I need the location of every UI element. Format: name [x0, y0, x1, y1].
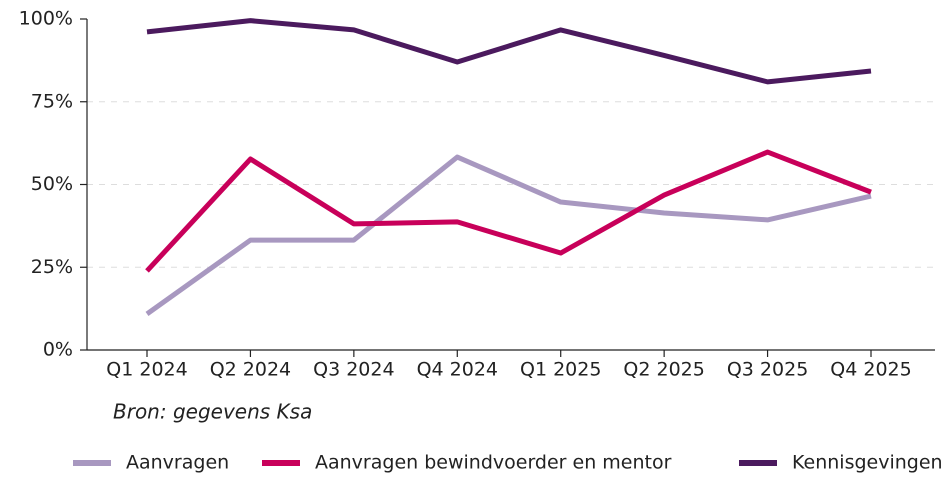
source-note: Bron: gegevens Ksa	[113, 400, 312, 424]
series-line	[146, 18, 872, 85]
y-tick-label: 50%	[31, 173, 73, 195]
y-tick-label: 25%	[31, 256, 73, 278]
legend-label: Kennisgevingen	[792, 452, 943, 474]
x-tick-label: Q2 2025	[623, 359, 704, 381]
x-tick-label: Q1 2024	[106, 359, 187, 381]
x-tick-label: Q2 2024	[210, 359, 291, 381]
x-tick-label: Q3 2024	[313, 359, 394, 381]
series-line	[145, 154, 872, 316]
legend-label: Aanvragen bewindvoerder en mentor	[315, 452, 672, 474]
x-tick-label: Q3 2025	[727, 359, 808, 381]
y-tick-label: 75%	[31, 90, 73, 112]
x-tick-label: Q4 2024	[417, 359, 498, 381]
y-tick-label: 100%	[19, 8, 73, 30]
y-tick-label: 0%	[43, 339, 73, 361]
x-tick-label: Q1 2025	[520, 359, 601, 381]
series-line	[145, 149, 872, 273]
x-tick-label: Q4 2025	[830, 359, 911, 381]
legend-label: Aanvragen	[126, 452, 229, 474]
